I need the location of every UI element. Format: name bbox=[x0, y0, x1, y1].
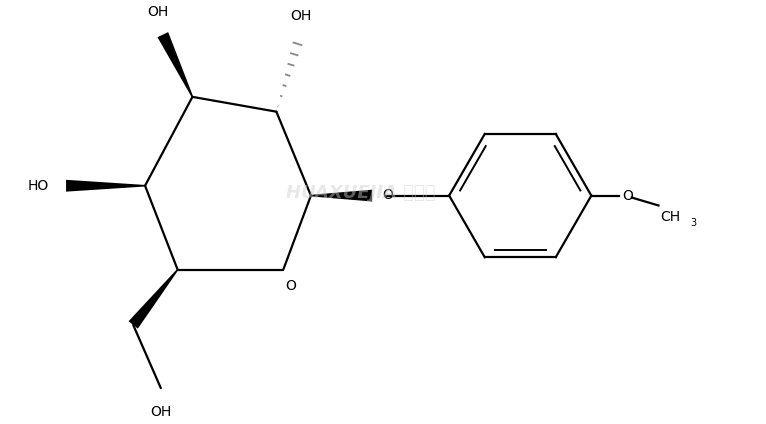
Text: OH: OH bbox=[290, 9, 312, 23]
Text: HO: HO bbox=[28, 179, 49, 193]
Text: HUAXUEJIA 化学加: HUAXUEJIA 化学加 bbox=[286, 184, 435, 202]
Polygon shape bbox=[66, 180, 145, 192]
Polygon shape bbox=[158, 32, 193, 97]
Text: CH: CH bbox=[660, 210, 680, 224]
Text: O: O bbox=[622, 189, 633, 203]
Polygon shape bbox=[311, 190, 372, 201]
Text: OH: OH bbox=[150, 405, 172, 419]
Text: OH: OH bbox=[147, 5, 169, 19]
Text: O: O bbox=[286, 279, 296, 293]
Text: O: O bbox=[382, 187, 393, 202]
Text: 3: 3 bbox=[690, 218, 696, 228]
Polygon shape bbox=[129, 269, 178, 329]
